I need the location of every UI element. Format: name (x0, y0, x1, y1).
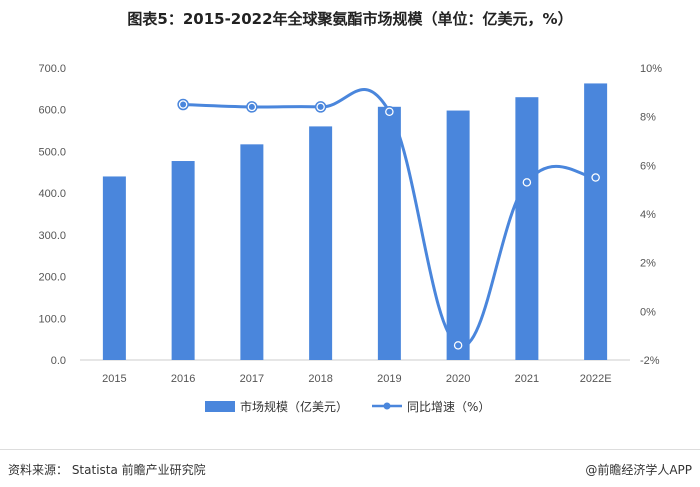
left-tick-label: 500.0 (38, 146, 66, 158)
footer-divider (0, 449, 700, 450)
left-axis-ticks: 0.0 100.0 200.0 300.0 400.0 500.0 600.0 700.0 (38, 63, 66, 367)
x-tick-label: 2018 (308, 373, 332, 385)
growth-point-core (317, 103, 324, 110)
growth-point-core (592, 174, 599, 181)
brand-credit: @前瞻经济学人APP (585, 463, 692, 477)
legend-bar-label: 市场规模（亿美元） (240, 399, 348, 414)
bar (584, 83, 608, 360)
growth-point-core (386, 108, 393, 115)
x-tick-label: 2015 (102, 373, 126, 385)
bar (446, 110, 470, 360)
source-note: 资料来源： Statista 前瞻产业研究院 (8, 463, 206, 477)
growth-line-group (177, 88, 602, 352)
x-tick-label: 2017 (240, 373, 264, 385)
left-tick-label: 300.0 (38, 230, 66, 242)
growth-point-core (455, 342, 462, 349)
right-tick-label: 10% (640, 63, 662, 75)
right-tick-label: 8% (640, 112, 656, 124)
legend-line-label: 同比增速（%） (407, 400, 490, 414)
bar (377, 106, 401, 361)
chart-title: 图表5：2015-2022年全球聚氨酯市场规模（单位：亿美元，%） (127, 10, 573, 28)
legend: 市场规模（亿美元） 同比增速（%） (205, 399, 490, 414)
right-tick-label: 2% (640, 258, 656, 270)
left-tick-label: 700.0 (38, 63, 66, 75)
x-axis-ticks: 2015 2016 2017 2018 2019 2020 2021 2022E (102, 373, 611, 385)
bar (171, 161, 195, 360)
bar (309, 126, 333, 361)
right-tick-label: 0% (640, 306, 656, 318)
x-tick-label: 2021 (515, 373, 539, 385)
bar (102, 176, 126, 360)
right-tick-label: 4% (640, 209, 656, 221)
bar (240, 144, 264, 360)
x-tick-label: 2016 (171, 373, 195, 385)
growth-point-core (523, 179, 530, 186)
left-tick-label: 0.0 (51, 355, 66, 367)
left-tick-label: 400.0 (38, 188, 66, 200)
legend-bar-swatch (205, 401, 235, 412)
x-tick-label: 2019 (377, 373, 401, 385)
x-tick-label: 2020 (446, 373, 470, 385)
right-tick-label: 6% (640, 160, 656, 172)
bars-group (102, 83, 608, 361)
left-tick-label: 200.0 (38, 272, 66, 284)
right-tick-label: -2% (640, 355, 660, 367)
growth-line (183, 88, 596, 348)
growth-point-core (248, 103, 255, 110)
left-tick-label: 600.0 (38, 105, 66, 117)
legend-line-marker (383, 402, 391, 410)
left-tick-label: 100.0 (38, 313, 66, 325)
x-tick-label: 2022E (580, 373, 612, 385)
right-axis-ticks: -2% 0% 2% 4% 6% 8% 10% (640, 63, 662, 367)
bar (515, 97, 539, 360)
growth-point-core (180, 101, 187, 108)
